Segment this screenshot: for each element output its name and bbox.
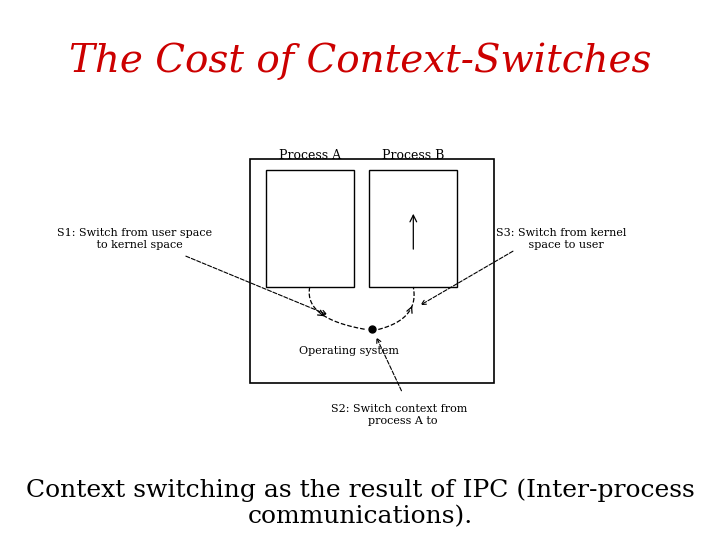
Text: S3: Switch from kernel
   space to user: S3: Switch from kernel space to user	[496, 228, 626, 250]
Text: Process B: Process B	[382, 149, 444, 162]
FancyBboxPatch shape	[251, 159, 494, 383]
FancyBboxPatch shape	[266, 170, 354, 287]
Text: Context switching as the result of IPC (Inter-process
communications).: Context switching as the result of IPC (…	[26, 478, 694, 529]
Text: Operating system: Operating system	[299, 346, 399, 356]
Text: S1: Switch from user space
   to kernel space: S1: Switch from user space to kernel spa…	[57, 228, 212, 250]
Text: The Cost of Context-Switches: The Cost of Context-Switches	[68, 43, 652, 80]
FancyBboxPatch shape	[369, 170, 457, 287]
Text: S2: Switch context from
  process A to: S2: Switch context from process A to	[331, 404, 468, 426]
Text: Process A: Process A	[279, 149, 341, 162]
